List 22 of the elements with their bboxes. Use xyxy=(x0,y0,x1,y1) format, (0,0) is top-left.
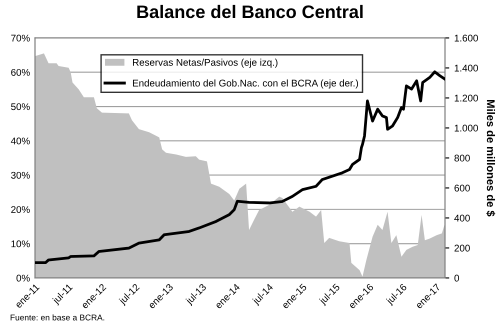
y2-tick-label: 1.200 xyxy=(454,94,478,102)
y-tick-label: 70% xyxy=(11,34,30,42)
y2-tick-label: 1.000 xyxy=(454,124,478,132)
y2-tick-label: 1.600 xyxy=(454,34,478,42)
y2-tick-label: 200 xyxy=(454,244,470,252)
y2-tick-label: 800 xyxy=(454,154,470,162)
y2-axis-title: Miles de millones de $ xyxy=(486,100,496,216)
legend-label: Endeudamiento del Gob.Nac. con el BCRA (eje der.) xyxy=(132,79,358,88)
y-tick-label: 10% xyxy=(11,240,30,248)
y-tick-label: 40% xyxy=(10,138,30,144)
y2-tick-label: 0 xyxy=(454,274,460,282)
y-tick-label: 50% xyxy=(11,103,30,110)
source-note: Fuente: en base a BCRA. xyxy=(10,314,104,320)
y-tick-label: 0% xyxy=(16,274,30,282)
y2-tick-label: 1.400 xyxy=(454,64,478,72)
y2-tick-label: 600 xyxy=(454,184,470,192)
legend-label: Reservas Netas/Pasivos (eje izq.) xyxy=(132,58,278,68)
y-tick-label: 60% xyxy=(11,68,30,76)
y-tick-label: 20% xyxy=(11,206,30,213)
y-tick-label: 30% xyxy=(11,172,30,179)
y2-tick-label: 400 xyxy=(454,214,470,222)
chart-title: Balance del Banco Central xyxy=(137,4,363,18)
